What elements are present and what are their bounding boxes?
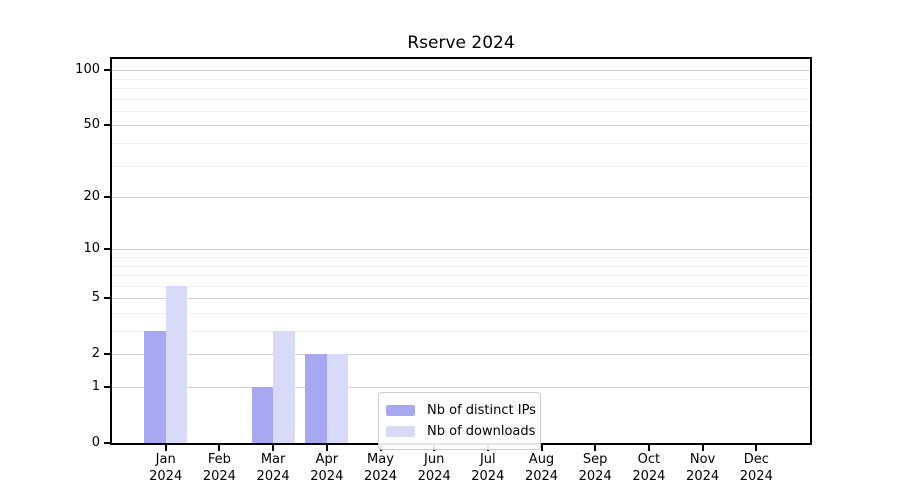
bar-nb-of-downloads (165, 285, 188, 443)
gridline-minor (112, 142, 810, 144)
y-tick-mark (104, 297, 110, 300)
y-tick-label: 1 (91, 379, 100, 394)
legend: Nb of distinct IPs Nb of downloads (378, 392, 541, 450)
y-tick-label: 100 (75, 62, 100, 78)
gridline-minor (112, 313, 810, 314)
x-tick-label: Jan 2024 (149, 452, 183, 484)
gridline-minor (112, 110, 810, 112)
plot-area: 0 1 2 5 10 20 50 100 Jan 2024 Feb 2024 Mar 2024 Apr… (75, 57, 812, 484)
x-tick-mark (755, 445, 758, 451)
y-tick-mark (104, 442, 110, 444)
gridline-major (112, 70, 810, 72)
y-tick-label: 20 (83, 189, 100, 204)
y-tick-label: 5 (91, 290, 100, 306)
x-tick-mark (540, 445, 543, 451)
bar-nb-of-distinct-ips (305, 354, 327, 443)
legend-item-downloads: Nb of downloads (386, 421, 535, 442)
x-tick-label: Jul 2024 (471, 452, 505, 484)
x-tick-label: Nov 2024 (686, 452, 720, 484)
gridline-minor (112, 78, 810, 80)
bar-nb-of-downloads (273, 331, 295, 443)
gridline-minor (112, 87, 810, 89)
x-tick-label: Dec 2024 (739, 452, 773, 484)
x-tick-label: Oct 2024 (632, 452, 666, 484)
y-tick-mark (104, 69, 110, 72)
legend-item-distinct-ips: Nb of distinct IPs (386, 400, 536, 421)
x-tick-mark (272, 445, 275, 451)
bar-nb-of-downloads (326, 354, 349, 443)
y-tick-mark (104, 196, 110, 198)
gridline-minor (112, 165, 810, 167)
gridline-major (112, 197, 810, 198)
chart-title: Rserve 2024 (407, 33, 515, 53)
gridline-major (112, 354, 810, 356)
legend-label-distinct-ips: Nb of distinct IPs (427, 403, 536, 418)
x-tick-mark (325, 445, 328, 451)
x-tick-mark (164, 445, 167, 451)
x-tick-mark (701, 445, 704, 451)
gridline-major (112, 387, 810, 388)
gridline-major (112, 298, 810, 300)
gridline-major (112, 249, 810, 251)
x-tick-mark (647, 445, 650, 451)
bar-nb-of-distinct-ips (144, 331, 166, 443)
y-tick-label: 0 (91, 435, 100, 450)
gridline-minor (112, 257, 810, 258)
y-tick-mark (104, 386, 110, 388)
x-tick-label: May 2024 (363, 452, 398, 484)
y-tick-label: 10 (83, 241, 100, 257)
y-tick-mark (104, 124, 110, 127)
x-tick-label: Mar 2024 (256, 452, 290, 484)
bar-nb-of-distinct-ips (251, 387, 274, 443)
x-tick-mark (594, 445, 597, 451)
legend-swatch-distinct-ips (386, 405, 415, 416)
gridline-minor (112, 265, 810, 267)
gridline-major (112, 125, 810, 127)
gridline-minor (112, 98, 810, 100)
x-tick-label: Apr 2024 (310, 452, 344, 484)
legend-label-downloads: Nb of downloads (427, 424, 536, 439)
gridline-minor (112, 331, 810, 332)
x-tick-label: Aug 2024 (524, 452, 559, 484)
x-tick-label: Feb 2024 (202, 452, 236, 484)
y-tick-label: 50 (83, 117, 100, 133)
y-tick-label: 2 (91, 346, 100, 362)
x-tick-mark (218, 445, 221, 451)
x-tick-label: Sep 2024 (578, 452, 612, 484)
legend-swatch-downloads (386, 426, 415, 437)
x-tick-label: Jun 2024 (417, 452, 451, 484)
gridline-minor (112, 275, 810, 276)
y-tick-mark (104, 248, 110, 251)
gridline-minor (112, 285, 810, 287)
y-tick-mark (104, 353, 110, 356)
